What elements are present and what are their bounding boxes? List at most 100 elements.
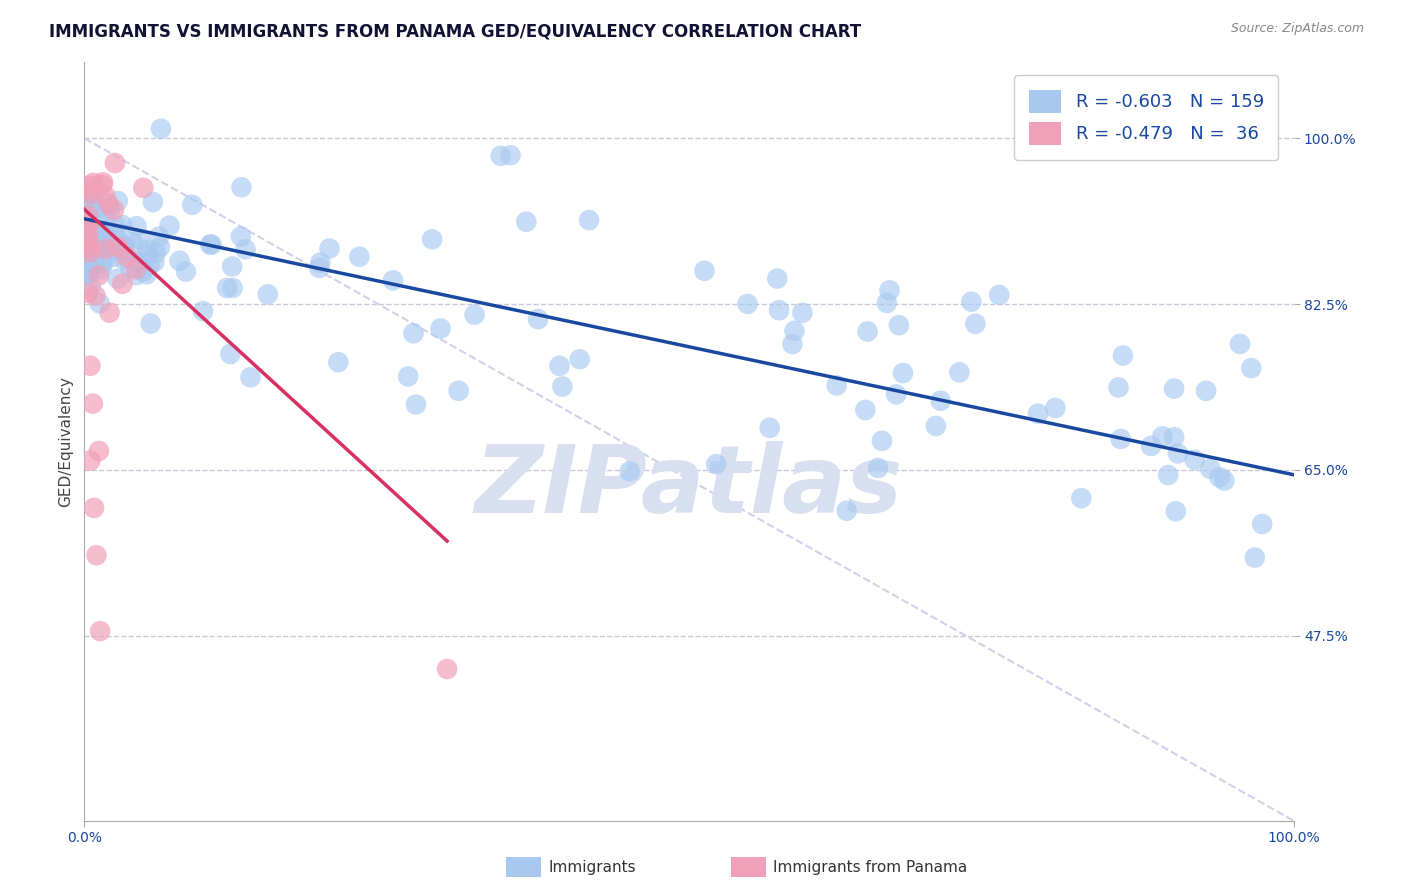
Point [91, 175, 114, 189]
Point [93, 227, 115, 241]
Point [111, 277, 134, 291]
Point [83, 252, 105, 267]
Point [1152, 429, 1174, 443]
Point [1167, 446, 1189, 460]
Point [231, 180, 253, 194]
Point [221, 281, 243, 295]
Point [136, 243, 159, 257]
Point [128, 255, 150, 269]
Point [1213, 474, 1236, 488]
Y-axis label: GED/Equivalency: GED/Equivalency [58, 376, 73, 507]
Point [83, 500, 105, 515]
Point [104, 219, 127, 233]
Point [111, 218, 134, 232]
Point [77, 285, 100, 300]
Point [77, 218, 100, 232]
Point [125, 262, 148, 277]
Point [122, 235, 145, 250]
Point [792, 306, 814, 320]
Point [1070, 491, 1092, 505]
Point [112, 252, 135, 267]
Point [229, 229, 252, 244]
Point [221, 260, 243, 274]
Point [866, 461, 889, 475]
Point [191, 304, 214, 318]
Point [87, 241, 110, 255]
Point [120, 260, 142, 275]
Point [135, 267, 157, 281]
Point [1184, 452, 1206, 467]
Point [1157, 468, 1180, 483]
Point [98, 306, 121, 320]
Point [94, 242, 117, 256]
Point [1240, 361, 1263, 376]
Point [82, 228, 104, 243]
Point [402, 326, 425, 341]
Point [239, 370, 262, 384]
Point [1208, 470, 1230, 484]
Point [80, 259, 103, 273]
Point [870, 434, 893, 448]
Point [887, 318, 910, 333]
Point [1243, 550, 1265, 565]
Point [1195, 384, 1218, 398]
Point [77, 265, 100, 279]
Point [1251, 516, 1274, 531]
Point [80, 186, 103, 201]
Point [77, 183, 100, 197]
Text: IMMIGRANTS VS IMMIGRANTS FROM PANAMA GED/EQUIVALENCY CORRELATION CHART: IMMIGRANTS VS IMMIGRANTS FROM PANAMA GED… [49, 22, 862, 40]
Point [89, 238, 111, 252]
Point [876, 296, 898, 310]
Point [1045, 401, 1067, 415]
Point [884, 387, 907, 401]
Point [988, 288, 1011, 302]
Point [1164, 504, 1187, 518]
Point [1163, 430, 1185, 444]
Point [149, 121, 172, 136]
Point [79, 239, 101, 253]
Point [308, 260, 330, 275]
Point [77, 237, 100, 252]
Point [219, 347, 242, 361]
Point [77, 232, 100, 246]
Point [825, 378, 848, 392]
Point [87, 239, 110, 253]
Point [489, 149, 512, 163]
Point [929, 393, 952, 408]
Point [856, 325, 879, 339]
Point [1140, 439, 1163, 453]
Point [107, 272, 129, 286]
Point [77, 227, 100, 241]
Point [125, 268, 148, 282]
Point [77, 219, 100, 233]
Text: ZIPatlas: ZIPatlas [475, 441, 903, 533]
Point [84, 288, 107, 302]
Point [89, 296, 111, 310]
Point [1108, 380, 1130, 394]
Point [87, 201, 110, 215]
Point [527, 312, 550, 326]
Point [318, 242, 340, 256]
Point [879, 284, 901, 298]
Point [429, 321, 451, 335]
Point [139, 317, 162, 331]
Point [86, 242, 108, 256]
Point [104, 250, 127, 264]
Point [82, 195, 104, 210]
Point [420, 232, 443, 246]
Point [80, 219, 103, 233]
Point [111, 244, 134, 259]
Point [82, 220, 104, 235]
Point [405, 397, 427, 411]
Point [79, 245, 101, 260]
Point [132, 264, 155, 278]
Point [86, 548, 108, 563]
Point [94, 209, 117, 223]
Point [1163, 382, 1185, 396]
Point [77, 224, 100, 238]
Text: Immigrants: Immigrants [548, 860, 636, 874]
Point [181, 198, 204, 212]
Point [111, 238, 134, 252]
Point [79, 453, 101, 467]
Point [548, 359, 571, 373]
